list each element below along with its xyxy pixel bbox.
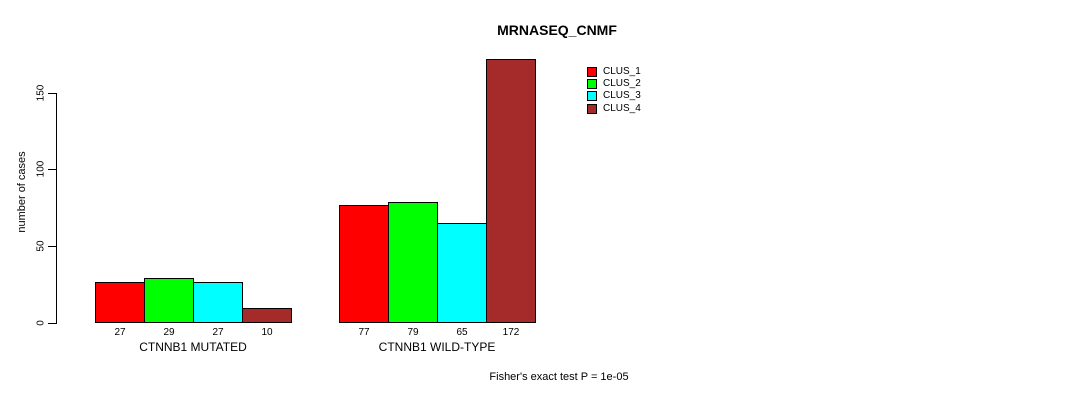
bar-value-label: 172 bbox=[502, 327, 520, 338]
bar-clus-3-ctnnb1-mutated bbox=[193, 282, 243, 323]
legend-item-clus-2: CLUS_2 bbox=[587, 78, 641, 90]
legend-swatch bbox=[587, 103, 597, 114]
y-axis-tick bbox=[48, 246, 57, 247]
y-axis-tick-label: 50 bbox=[35, 240, 47, 252]
y-axis-tick bbox=[48, 93, 57, 94]
y-axis-tick bbox=[48, 323, 57, 324]
legend-swatch bbox=[587, 67, 597, 78]
bar-value-label: 27 bbox=[114, 327, 126, 338]
y-axis-tick-label: 150 bbox=[35, 84, 47, 102]
y-axis-line bbox=[56, 93, 57, 324]
chart-title: MRNASEQ_CNMF bbox=[497, 22, 617, 38]
bar-value-label: 10 bbox=[261, 327, 273, 338]
legend-item-clus-1: CLUS_1 bbox=[587, 66, 641, 78]
legend-label: CLUS_2 bbox=[603, 78, 641, 90]
bar-value-label: 29 bbox=[163, 327, 175, 338]
y-axis-tick bbox=[48, 169, 57, 170]
category-label-ctnnb1-mutated: CTNNB1 MUTATED bbox=[139, 340, 247, 354]
legend-item-clus-4: CLUS_4 bbox=[587, 103, 641, 115]
legend-swatch bbox=[587, 79, 597, 90]
legend-label: CLUS_3 bbox=[603, 90, 641, 102]
y-axis-tick-label: 100 bbox=[35, 160, 47, 178]
bar-clus-2-ctnnb1-mutated bbox=[144, 278, 194, 323]
bar-value-label: 65 bbox=[456, 327, 468, 338]
bar-clus-2-ctnnb1-wild-type bbox=[388, 202, 438, 323]
stat-annotation: Fisher's exact test P = 1e-05 bbox=[489, 371, 629, 383]
bar-clus-3-ctnnb1-wild-type bbox=[437, 223, 487, 323]
bar-value-label: 79 bbox=[407, 327, 419, 338]
legend-label: CLUS_4 bbox=[603, 102, 641, 114]
bar-clus-4-ctnnb1-mutated bbox=[242, 308, 292, 323]
legend: CLUS_1 CLUS_2 CLUS_3 CLUS_4 bbox=[587, 66, 641, 115]
bar-clus-1-ctnnb1-wild-type bbox=[339, 205, 389, 323]
y-axis-label: number of cases bbox=[16, 151, 28, 233]
legend-item-clus-3: CLUS_3 bbox=[587, 90, 641, 102]
bar-clus-1-ctnnb1-mutated bbox=[95, 282, 145, 323]
bar-clus-4-ctnnb1-wild-type bbox=[486, 59, 536, 323]
legend-label: CLUS_1 bbox=[603, 66, 641, 78]
bar-value-label: 77 bbox=[358, 327, 370, 338]
legend-swatch bbox=[587, 91, 597, 102]
y-axis-tick-label: 0 bbox=[35, 320, 47, 326]
category-label-ctnnb1-wild-type: CTNNB1 WILD-TYPE bbox=[378, 340, 496, 354]
bar-value-label: 27 bbox=[212, 327, 224, 338]
